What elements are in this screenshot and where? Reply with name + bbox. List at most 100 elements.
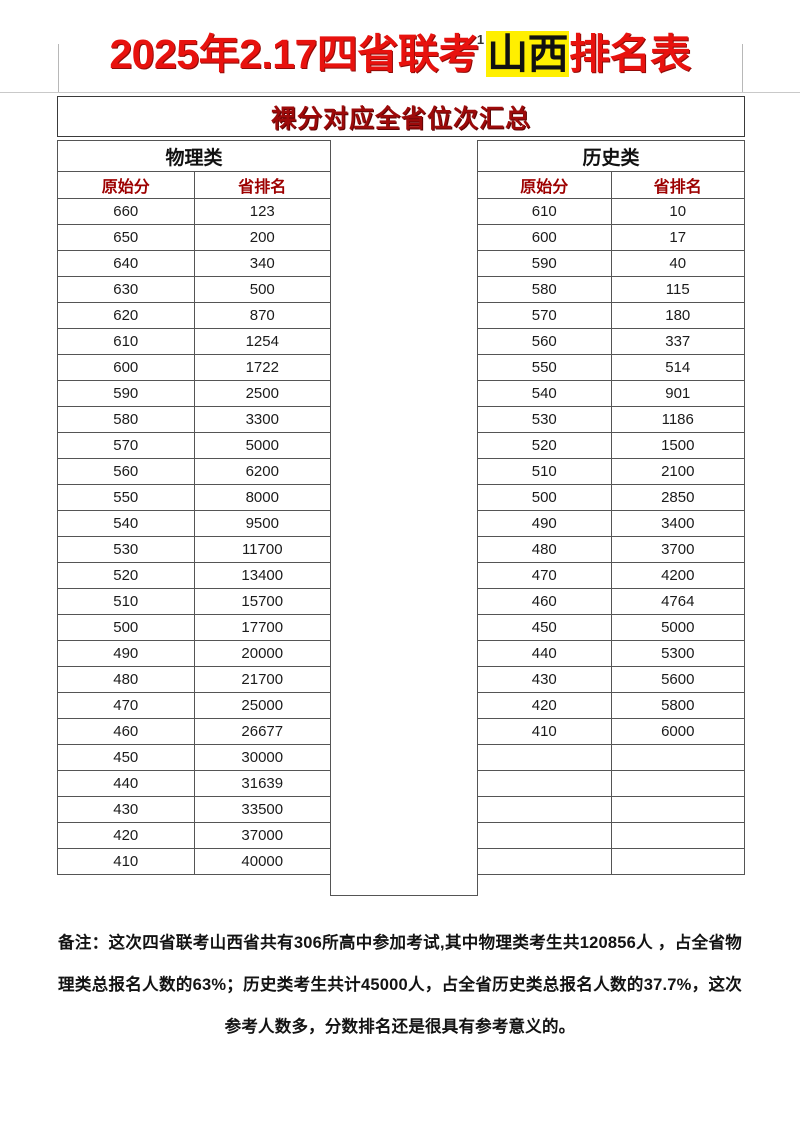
history-rank-cell: 40 — [610, 250, 745, 277]
title-superscript: 1 — [476, 32, 485, 48]
table-row: 570 5000 — [57, 432, 331, 459]
table-row: 610 10 — [477, 198, 745, 225]
physics-score-cell: 580 — [57, 406, 195, 433]
physics-score-cell: 600 — [57, 354, 195, 381]
history-score-cell: 450 — [477, 614, 612, 641]
table-row: 480 3700 — [477, 536, 745, 563]
history-score-cell: 460 — [477, 588, 612, 615]
physics-rank-cell: 30000 — [193, 744, 331, 771]
physics-score-cell: 470 — [57, 692, 195, 719]
table-row: 590 2500 — [57, 380, 331, 407]
physics-rank-cell: 11700 — [193, 536, 331, 563]
table-row: 520 1500 — [477, 432, 745, 459]
table-row: 560 337 — [477, 328, 745, 355]
table-row: 500 17700 — [57, 614, 331, 641]
history-empty-cell — [610, 848, 745, 875]
table-row-empty — [477, 822, 745, 849]
physics-group-row: 物理类 — [57, 140, 331, 172]
table-row: 620 870 — [57, 302, 331, 329]
table-row: 430 5600 — [477, 666, 745, 693]
table-row: 450 30000 — [57, 744, 331, 771]
physics-rank-cell: 1722 — [193, 354, 331, 381]
table-row: 470 4200 — [477, 562, 745, 589]
table-row: 450 5000 — [477, 614, 745, 641]
physics-score-cell: 420 — [57, 822, 195, 849]
physics-ranking-table: 物理类 原始分 省排名 660 123 650 200 640 340 630 500 620 870 6… — [57, 140, 331, 875]
table-row: 580 115 — [477, 276, 745, 303]
physics-rank-cell: 31639 — [193, 770, 331, 797]
title-part-two: 排名表 — [569, 31, 691, 77]
history-score-cell: 440 — [477, 640, 612, 667]
history-score-cell: 490 — [477, 510, 612, 537]
physics-rank-cell: 8000 — [193, 484, 331, 511]
table-row: 440 5300 — [477, 640, 745, 667]
table-row: 660 123 — [57, 198, 331, 225]
subtitle-band: 裸分对应全省位次汇总 — [57, 96, 745, 137]
title-part-one: 2025年2.17四省联考 — [109, 31, 479, 77]
table-row: 610 1254 — [57, 328, 331, 355]
table-row: 530 11700 — [57, 536, 331, 563]
history-rank-cell: 1186 — [610, 406, 745, 433]
table-row: 590 40 — [477, 250, 745, 277]
physics-rank-cell: 870 — [193, 302, 331, 329]
history-group-row: 历史类 — [477, 140, 745, 172]
physics-score-cell: 450 — [57, 744, 195, 771]
title-underline — [0, 92, 800, 93]
history-empty-cell — [610, 744, 745, 771]
physics-rank-cell: 6200 — [193, 458, 331, 485]
table-row: 550 514 — [477, 354, 745, 381]
physics-rank-cell: 40000 — [193, 848, 331, 875]
table-row: 510 15700 — [57, 588, 331, 615]
physics-rank-cell: 13400 — [193, 562, 331, 589]
history-score-cell: 600 — [477, 224, 612, 251]
history-score-cell: 540 — [477, 380, 612, 407]
history-rank-cell: 4200 — [610, 562, 745, 589]
table-row: 490 20000 — [57, 640, 331, 667]
title-highlight-shanxi: 山西 — [486, 31, 570, 77]
physics-rank-cell: 340 — [193, 250, 331, 277]
history-rank-cell: 115 — [610, 276, 745, 303]
table-row: 440 31639 — [57, 770, 331, 797]
history-score-cell: 590 — [477, 250, 612, 277]
physics-score-cell: 540 — [57, 510, 195, 537]
history-rank-cell: 3700 — [610, 536, 745, 563]
history-rank-cell: 1500 — [610, 432, 745, 459]
history-score-cell: 570 — [477, 302, 612, 329]
physics-rank-cell: 21700 — [193, 666, 331, 693]
page-title-text: 2025年2.17四省联考1山西排名表 — [109, 31, 691, 77]
history-rank-cell: 2850 — [610, 484, 745, 511]
history-empty-cell — [610, 822, 745, 849]
history-rank-cell: 180 — [610, 302, 745, 329]
history-score-cell: 520 — [477, 432, 612, 459]
table-row: 410 6000 — [477, 718, 745, 745]
physics-score-cell: 550 — [57, 484, 195, 511]
table-row: 600 1722 — [57, 354, 331, 381]
physics-header-row: 原始分 省排名 — [57, 171, 331, 199]
physics-group-label: 物理类 — [57, 140, 331, 172]
history-score-cell: 560 — [477, 328, 612, 355]
history-rank-cell: 10 — [610, 198, 745, 225]
physics-rank-cell: 123 — [193, 198, 331, 225]
footer-note: 备注：这次四省联考山西省共有306所高中参加考试,其中物理类考生共120856人… — [58, 934, 742, 1036]
physics-score-cell: 640 — [57, 250, 195, 277]
history-score-cell: 470 — [477, 562, 612, 589]
history-score-cell: 610 — [477, 198, 612, 225]
physics-score-cell: 460 — [57, 718, 195, 745]
physics-rank-cell: 17700 — [193, 614, 331, 641]
table-row: 490 3400 — [477, 510, 745, 537]
table-row-empty — [477, 744, 745, 771]
physics-rank-cell: 1254 — [193, 328, 331, 355]
physics-score-cell: 480 — [57, 666, 195, 693]
physics-score-cell: 430 — [57, 796, 195, 823]
physics-score-cell: 660 — [57, 198, 195, 225]
history-table-body: 历史类 原始分 省排名 610 10 600 17 590 40 580 115 570 180 560 3… — [477, 140, 745, 875]
physics-column-header-0: 原始分 — [57, 171, 195, 199]
physics-score-cell: 650 — [57, 224, 195, 251]
physics-rank-cell: 37000 — [193, 822, 331, 849]
history-rank-cell: 3400 — [610, 510, 745, 537]
table-row: 540 901 — [477, 380, 745, 407]
history-empty-cell — [477, 770, 612, 797]
history-group-label: 历史类 — [477, 140, 745, 172]
table-row: 430 33500 — [57, 796, 331, 823]
table-row: 420 37000 — [57, 822, 331, 849]
